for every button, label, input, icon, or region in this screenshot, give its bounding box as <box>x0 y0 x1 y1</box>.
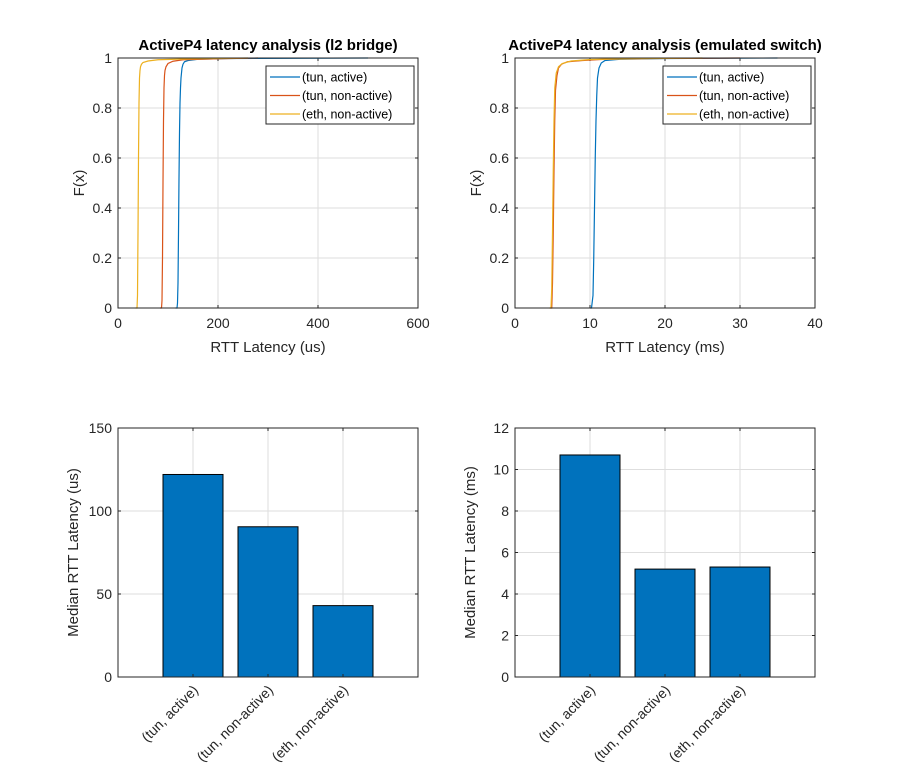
bar-3 <box>709 566 771 678</box>
y-tick-label: 0.6 <box>490 150 510 166</box>
legend-entry: (tun, active) <box>302 71 367 85</box>
x-tick-label: 20 <box>657 315 673 331</box>
bar-3 <box>312 605 374 678</box>
bar-1 <box>559 454 621 678</box>
y-tick-label: 0.2 <box>490 250 510 266</box>
x-axis-label: RTT Latency (ms) <box>605 339 724 356</box>
y-tick-label: 2 <box>501 628 509 644</box>
legend-entry: (eth, non-active) <box>302 108 392 122</box>
y-tick-label: 150 <box>89 420 113 436</box>
series-line-3 <box>549 57 703 309</box>
series-line-2 <box>160 57 259 309</box>
x-tick-label: (eth, non-active) <box>268 682 351 765</box>
y-tick-label: 10 <box>493 462 509 478</box>
y-tick-label: 6 <box>501 545 509 561</box>
y-axis-label: Median RTT Latency (ms) <box>462 466 479 639</box>
x-tick-label: (tun, active) <box>535 682 598 745</box>
x-axis-label: RTT Latency (us) <box>210 339 325 356</box>
legend-entry: (tun, non-active) <box>302 89 392 103</box>
bar-2 <box>237 526 299 678</box>
y-tick-label: 0.6 <box>93 150 113 166</box>
y-tick-label: 0.4 <box>490 200 510 216</box>
x-tick-label: (tun, non-active) <box>590 682 673 765</box>
y-tick-label: 0.4 <box>93 200 113 216</box>
x-tick-label: 0 <box>114 315 122 331</box>
x-tick-label: (eth, non-active) <box>665 682 748 765</box>
y-tick-label: 12 <box>493 420 509 436</box>
y-tick-label: 0 <box>104 669 112 685</box>
y-tick-label: 1 <box>501 50 509 66</box>
chart-1: 00.20.40.60.810 200 400 600(tun, active)(tu… <box>71 37 430 356</box>
y-tick-label: 0 <box>501 669 509 685</box>
y-tick-label: 100 <box>89 503 113 519</box>
y-tick-label: 0 <box>501 300 509 316</box>
chart-2: 00.20.40.60.810 10 20 30 40(tun, active)(tun… <box>468 37 823 356</box>
bar-1 <box>162 473 224 678</box>
legend-entry: (tun, non-active) <box>699 89 789 103</box>
y-axis-label: F(x) <box>71 170 88 197</box>
y-tick-label: 0.2 <box>93 250 113 266</box>
x-tick-label: 400 <box>306 315 330 331</box>
chart-title: ActiveP4 latency analysis (l2 bridge) <box>138 37 397 54</box>
x-tick-label: 30 <box>732 315 748 331</box>
chart-4: 0 2 4 6 8 10 12 (tun, active)(tun, non-active)(… <box>462 420 816 765</box>
axes-box <box>514 427 816 678</box>
legend-entry: (eth, non-active) <box>699 108 789 122</box>
x-tick-label: (tun, non-active) <box>193 682 276 765</box>
series-line-3 <box>135 57 249 309</box>
x-tick-label: (tun, active) <box>138 682 201 745</box>
y-axis-label: Median RTT Latency (us) <box>65 468 82 637</box>
chart-title: ActiveP4 latency analysis (emulated swit… <box>508 37 821 54</box>
y-tick-label: 1 <box>104 50 112 66</box>
series-line-1 <box>175 57 369 309</box>
y-axis-label: F(x) <box>468 170 485 197</box>
legend: (tun, active) (tun, non-active) (eth, non-… <box>662 65 812 125</box>
y-tick-label: 4 <box>501 586 509 602</box>
axes-box <box>117 57 419 309</box>
y-tick-label: 8 <box>501 503 509 519</box>
x-tick-label: 40 <box>807 315 823 331</box>
x-tick-label: 200 <box>206 315 230 331</box>
y-tick-label: 0.8 <box>490 100 510 116</box>
axes-box <box>514 57 816 309</box>
bar-2 <box>634 568 696 678</box>
legend-entry: (tun, active) <box>699 71 764 85</box>
y-tick-label: 0 <box>104 300 112 316</box>
y-tick-label: 50 <box>96 586 112 602</box>
legend: (tun, active) (tun, non-active) (eth, non-… <box>265 65 415 125</box>
x-tick-label: 10 <box>582 315 598 331</box>
x-tick-label: 600 <box>406 315 430 331</box>
axes-box <box>117 427 419 678</box>
x-tick-label: 0 <box>511 315 519 331</box>
chart-3: 0 50 100 150 (tun, active)(tun, non-active)(… <box>65 420 419 765</box>
y-tick-label: 0.8 <box>93 100 113 116</box>
